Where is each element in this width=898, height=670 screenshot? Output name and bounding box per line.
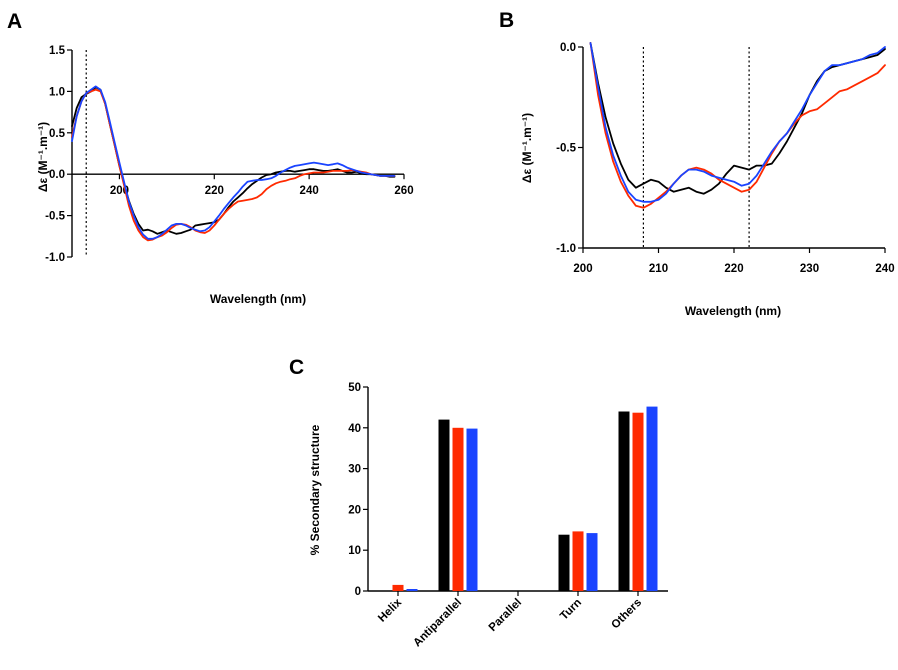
- panel-a-x-tick-label: 260: [394, 185, 413, 197]
- panel-c-bar: [572, 531, 584, 591]
- panel-letter-c: C: [289, 356, 304, 379]
- panel-c-y-axis-title: % Secondary structure: [308, 424, 322, 555]
- panel-b-y-tick-label: 0.0: [560, 42, 576, 54]
- panel-a-x-tick-label: 220: [205, 185, 224, 197]
- panel-c-bar: [392, 584, 404, 591]
- panel-b-plot-area: -1.0 -0.5 0.0 200 210 220 230 240: [556, 42, 894, 275]
- panel-b-series-line-2: [589, 42, 886, 209]
- panel-b-x-axis-title: Wavelength (nm): [685, 304, 781, 318]
- panel-a-y-tick-label: 0.0: [49, 169, 65, 181]
- panel-c-y-tick-label: 20: [348, 504, 361, 516]
- panel-a-series-line-1: [71, 86, 396, 235]
- panel-a-y-axis-title: Δε (M⁻¹.m⁻¹): [36, 122, 50, 192]
- panel-c-y-tick-label: 30: [348, 464, 361, 476]
- panel-a-x-tick-label: 240: [300, 185, 319, 197]
- panel-b-y-tick-label: -0.5: [556, 143, 576, 155]
- panel-letter-a: A: [7, 10, 22, 33]
- panel-letter-b: B: [499, 9, 514, 32]
- panel-c-y-tick-label: 40: [348, 423, 361, 435]
- panel-c-bar: [618, 411, 630, 591]
- panel-c-bar-chart: 0 10 20 30 40 50 Helix Antiparallel Parallel Turn…: [308, 382, 668, 649]
- panel-a-y-tick-label: 1.0: [49, 86, 65, 98]
- panel-b-series-line-3: [589, 42, 886, 203]
- panel-b-x-tick-label: 220: [724, 263, 743, 275]
- panel-c-x-tick-label: Helix: [376, 596, 404, 624]
- panel-a-y-tick-label: -0.5: [45, 211, 65, 223]
- panel-b-line-chart: -1.0 -0.5 0.0 200 210 220 230 240 Wavelength (n…: [520, 42, 895, 318]
- panel-c-bar: [438, 419, 450, 591]
- panel-c-y-tick-label: 0: [355, 586, 361, 598]
- panel-a-y-tick-label: 1.5: [49, 45, 66, 57]
- panel-a-y-tick-label: 0.5: [49, 128, 66, 140]
- panel-a-series-line-3: [71, 85, 396, 240]
- panel-a-x-axis-title: Wavelength (nm): [210, 292, 306, 306]
- panel-c-x-tick-label: Antiparallel: [411, 597, 464, 650]
- panel-b-y-axis-title: Δε (M⁻¹.m⁻¹): [520, 113, 534, 183]
- panel-c-bar: [632, 412, 644, 591]
- panel-c-plot-area: 0 10 20 30 40 50 Helix Antiparallel Parallel Turn…: [348, 382, 668, 649]
- panel-c-y-tick-label: 50: [348, 382, 361, 394]
- panel-b-y-tick-label: -1.0: [556, 243, 576, 255]
- panel-b-series-line-1: [589, 42, 886, 195]
- panel-c-y-tick-label: 10: [348, 545, 361, 557]
- panel-b-x-tick-label: 210: [649, 263, 668, 275]
- panel-c-bar: [406, 589, 418, 591]
- panel-c-x-tick-label: Parallel: [487, 597, 524, 634]
- panel-b-x-tick-label: 230: [800, 263, 819, 275]
- panel-c-x-tick-label: Others: [609, 597, 644, 632]
- panel-c-bar: [586, 533, 598, 591]
- panel-b-x-tick-label: 200: [573, 263, 592, 275]
- panel-c-bar: [558, 534, 570, 591]
- panel-c-bar: [466, 428, 478, 591]
- panel-b-x-tick-label: 240: [875, 263, 894, 275]
- panel-c-x-tick-label: Turn: [558, 597, 584, 623]
- panel-a-y-tick-label: -1.0: [45, 252, 65, 264]
- panel-c-bar: [452, 427, 464, 591]
- panel-c-bar: [646, 406, 658, 591]
